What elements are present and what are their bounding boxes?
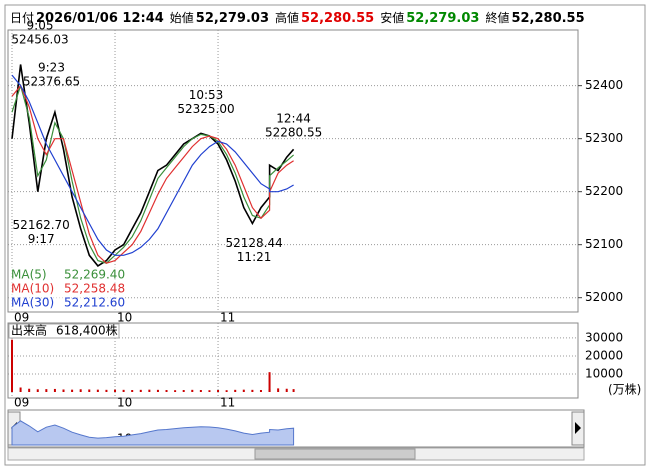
x-tick-label: 11 (220, 396, 235, 410)
volume-bar (242, 389, 245, 392)
legend-name: MA(10) (11, 282, 54, 296)
header-value: 52,280.55 (301, 11, 375, 26)
annotation: 52280.55 (265, 125, 322, 139)
volume-bar (165, 390, 168, 392)
volume-bar (191, 389, 194, 392)
volume-bar (122, 389, 125, 392)
y-tick-label: 52200 (585, 184, 623, 198)
header-value: 52,279.03 (406, 11, 480, 26)
x-tick-label: 11 (220, 311, 235, 325)
x-tick-label: 09 (14, 311, 29, 325)
annotation: 11:21 (237, 250, 272, 264)
volume-bar (11, 339, 13, 392)
volume-bar (259, 390, 262, 392)
volume-bar (251, 389, 254, 392)
volume-bar (217, 390, 220, 392)
header-label: 日付 (10, 11, 35, 25)
volume-bar (199, 390, 202, 392)
ma-line (11, 83, 294, 264)
annotation: 52162.70 (13, 218, 70, 232)
volume-bar (131, 390, 134, 392)
volume-bar (45, 389, 48, 392)
volume-bar (268, 372, 271, 392)
y-tick-label: 52400 (585, 78, 623, 92)
volume-label-bg (8, 323, 120, 339)
legend-name: MA(30) (11, 296, 54, 310)
volume-bar (156, 389, 159, 392)
volume-bar (208, 390, 211, 392)
y-tick-label: 10000 (585, 366, 623, 380)
volume-bar (182, 390, 185, 392)
volume-bar (88, 389, 91, 392)
price-line (11, 64, 295, 267)
legend-value: 52,269.40 (64, 268, 125, 282)
y-tick-label: 52000 (585, 290, 623, 304)
annotation: 12:44 (276, 111, 311, 125)
annotation: 9:23 (38, 61, 65, 75)
volume-bar (79, 389, 82, 392)
volume-bar (225, 390, 228, 392)
x-tick-label: 09 (14, 396, 29, 410)
annotation: 52376.65 (23, 75, 80, 89)
legend-value: 52,212.60 (64, 296, 125, 310)
volume-bar (53, 388, 56, 392)
ma-line (11, 74, 294, 256)
annotation: 9:05 (27, 18, 54, 32)
volume-bar (62, 389, 65, 392)
arrow (575, 422, 581, 434)
annotation: 52325.00 (177, 102, 234, 116)
header-label: 終値 (485, 11, 510, 25)
annotation: 52456.03 (11, 32, 68, 46)
nav-area (11, 420, 295, 446)
header-value: 52,280.55 (511, 11, 585, 26)
price-panel (7, 29, 579, 313)
volume-title: 出来高 (11, 323, 47, 338)
volume-bar (292, 389, 295, 392)
legend-value: 52,258.48 (64, 282, 125, 296)
header-label: 始値 (169, 11, 194, 25)
scroll-thumb[interactable] (254, 448, 416, 460)
volume-bar (114, 389, 117, 392)
volume-bar (234, 389, 237, 392)
volume-bar (148, 389, 151, 392)
volume-bar (174, 390, 177, 392)
annotation: 9:17 (28, 232, 55, 246)
volume-bar (19, 387, 22, 392)
annotation: 10:53 (189, 88, 224, 102)
header-value: 52,279.03 (195, 11, 269, 26)
header-label: 高値 (275, 11, 300, 25)
header: 日付 2026/01/06 12:44 始値 52,279.03 高値 52,280.55… (10, 9, 591, 26)
volume-bar (139, 389, 142, 392)
header-label: 安値 (380, 11, 405, 25)
volume-bar (96, 389, 99, 392)
y-tick-label: 30000 (585, 330, 623, 344)
annotation: 52128.44 (225, 236, 282, 250)
y-tick-label: 52300 (585, 131, 623, 145)
volume-bar (277, 388, 280, 392)
legend-name: MA(5) (11, 268, 47, 282)
y-tick-label: 52100 (585, 237, 623, 251)
volume-total: 618,400株 (56, 323, 118, 338)
x-tick-label: 10 (117, 396, 132, 410)
volume-bar (105, 389, 108, 392)
ma-line (11, 84, 294, 264)
volume-bar (28, 388, 31, 392)
header-value: 2026/01/06 12:44 (36, 11, 164, 26)
volume-bar (36, 389, 39, 392)
y-tick-label: 20000 (585, 348, 623, 362)
legend-bg (9, 267, 124, 311)
volume-bar (285, 388, 288, 392)
volume-bar (71, 389, 74, 392)
x-tick-label: 10 (117, 311, 132, 325)
frame (4, 4, 646, 466)
unit-label: (万株) (608, 382, 641, 397)
